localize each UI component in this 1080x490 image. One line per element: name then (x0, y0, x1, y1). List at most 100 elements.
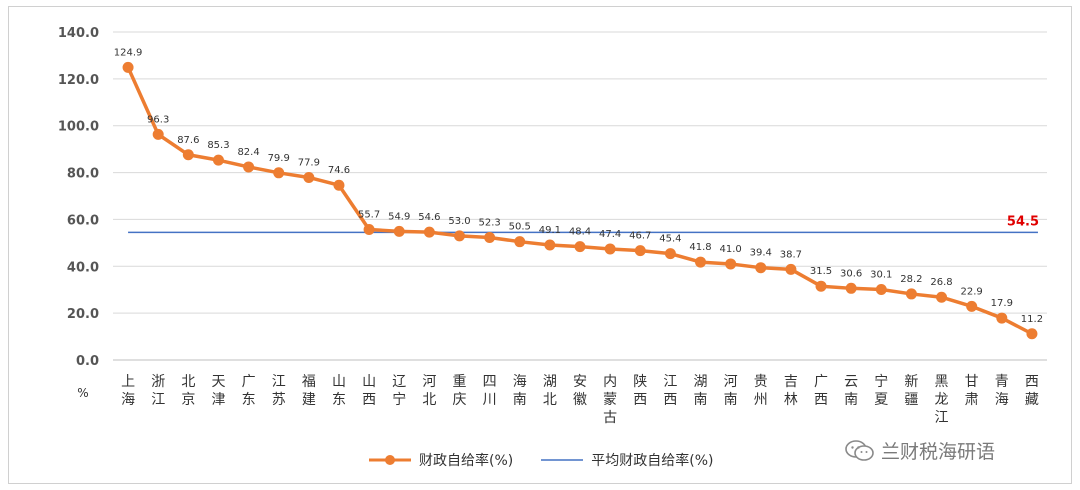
x-category-label: 河南 (724, 374, 738, 408)
x-category-label: 新疆 (904, 374, 918, 408)
data-point (664, 248, 676, 260)
x-category-label: 吉林 (784, 374, 798, 408)
data-point (1026, 328, 1038, 340)
data-label: 50.5 (509, 222, 531, 233)
data-label: 45.4 (659, 234, 681, 245)
x-category-label: 云南 (844, 374, 858, 408)
data-label: 41.0 (720, 244, 742, 255)
data-label: 54.9 (388, 211, 410, 222)
watermark: 兰财税海研语 (845, 437, 995, 464)
data-point (453, 230, 465, 242)
x-category-label: 天津 (211, 374, 225, 408)
data-label: 53.0 (448, 216, 470, 227)
wechat-icon (845, 439, 874, 461)
data-point (212, 154, 224, 166)
x-category-label: 山东 (332, 374, 346, 408)
data-label: 49.1 (539, 225, 561, 236)
x-category-label: 内蒙古 (603, 374, 617, 426)
data-point (514, 236, 526, 248)
data-point (936, 291, 948, 303)
data-label: 47.4 (599, 229, 621, 240)
legend: 财政自给率(%) 平均财政自给率(%) (367, 450, 713, 470)
x-category-label: 湖南 (694, 374, 708, 408)
data-label: 39.4 (750, 248, 772, 259)
x-category-label: 湖北 (543, 374, 557, 408)
data-point (423, 226, 435, 238)
data-point (785, 263, 797, 275)
legend-marker-line (541, 459, 584, 461)
x-category-label: 北京 (181, 374, 195, 408)
data-label: 77.9 (298, 157, 320, 168)
x-category-label: 广东 (242, 374, 256, 408)
data-label: 96.3 (147, 114, 169, 125)
legend-item-ratio: 财政自给率(%) (367, 450, 513, 470)
x-category-label: 贵州 (754, 374, 768, 408)
y-tick-label: 140.0 (58, 26, 99, 41)
data-label: 28.2 (900, 274, 922, 285)
legend-item-average: 平均财政自给率(%) (539, 450, 713, 470)
data-point (303, 171, 315, 183)
data-point (845, 282, 857, 294)
legend-marker-line-dot (369, 455, 411, 465)
x-category-label: 四川 (483, 374, 497, 408)
data-label: 82.4 (237, 147, 259, 158)
data-label: 46.7 (629, 231, 651, 242)
y-tick-label: 0.0 (76, 354, 99, 369)
data-point (122, 61, 134, 73)
x-category-label: 黑龙江 (935, 374, 949, 426)
x-category-label: 河北 (422, 374, 436, 408)
legend-label-ratio: 财政自给率(%) (419, 453, 514, 469)
data-label: 30.6 (840, 268, 862, 279)
y-tick-label: 100.0 (58, 120, 99, 135)
y-tick-label: 20.0 (67, 307, 99, 322)
data-point (634, 245, 646, 257)
x-category-label: 陕西 (633, 374, 647, 408)
data-point (604, 243, 616, 255)
data-point (725, 258, 737, 270)
data-label: 17.9 (991, 298, 1013, 309)
data-point (755, 262, 767, 274)
x-category-label: 安徽 (573, 374, 587, 408)
data-point (996, 312, 1008, 324)
series-line-ratio (126, 66, 1033, 336)
x-category-label: 西藏 (1025, 374, 1039, 408)
data-label: 31.5 (810, 266, 832, 277)
x-category-label: 重庆 (452, 374, 466, 408)
data-point (363, 224, 375, 236)
data-point (484, 231, 496, 243)
x-category-label: 青海 (995, 374, 1009, 408)
y-tick-label: 60.0 (67, 213, 99, 228)
data-point (574, 241, 586, 253)
data-point (905, 288, 917, 300)
data-label: 87.6 (177, 135, 199, 146)
data-label: 124.9 (114, 47, 143, 58)
data-point (243, 161, 255, 173)
average-value-label: 54.5 (1007, 214, 1039, 229)
data-label: 54.6 (418, 212, 440, 223)
data-label: 55.7 (358, 210, 380, 221)
data-label: 26.8 (930, 277, 952, 288)
data-label: 11.2 (1021, 314, 1043, 325)
y-tick-label: 120.0 (58, 73, 99, 88)
x-category-label: 山西 (362, 374, 376, 408)
data-point (182, 149, 194, 161)
data-label: 30.1 (870, 269, 892, 280)
x-category-label: 江西 (663, 374, 677, 408)
x-category-label: 广西 (814, 374, 828, 408)
y-tick-label: 80.0 (67, 167, 99, 182)
data-point (875, 283, 887, 295)
data-point (544, 239, 556, 251)
data-label: 41.8 (689, 242, 711, 253)
x-category-label: 江苏 (272, 374, 286, 408)
line-chart: 0.0 20.0 40.0 60.0 80.0 100.0 120.0 140.0% 上海浙江北… (58, 26, 1047, 426)
data-label: 48.4 (569, 227, 591, 238)
data-label: 38.7 (780, 249, 802, 260)
x-category-label: 福建 (302, 374, 316, 408)
x-category-label: 甘肃 (965, 374, 979, 408)
chart-frame: 0.0 20.0 40.0 60.0 80.0 100.0 120.0 140.0% 上海 浙江北… (8, 6, 1072, 484)
data-point (333, 179, 345, 191)
x-category-label: 辽宁 (392, 374, 406, 408)
data-point (695, 256, 707, 268)
data-label: 85.3 (207, 140, 229, 151)
data-label: 74.6 (328, 165, 350, 176)
